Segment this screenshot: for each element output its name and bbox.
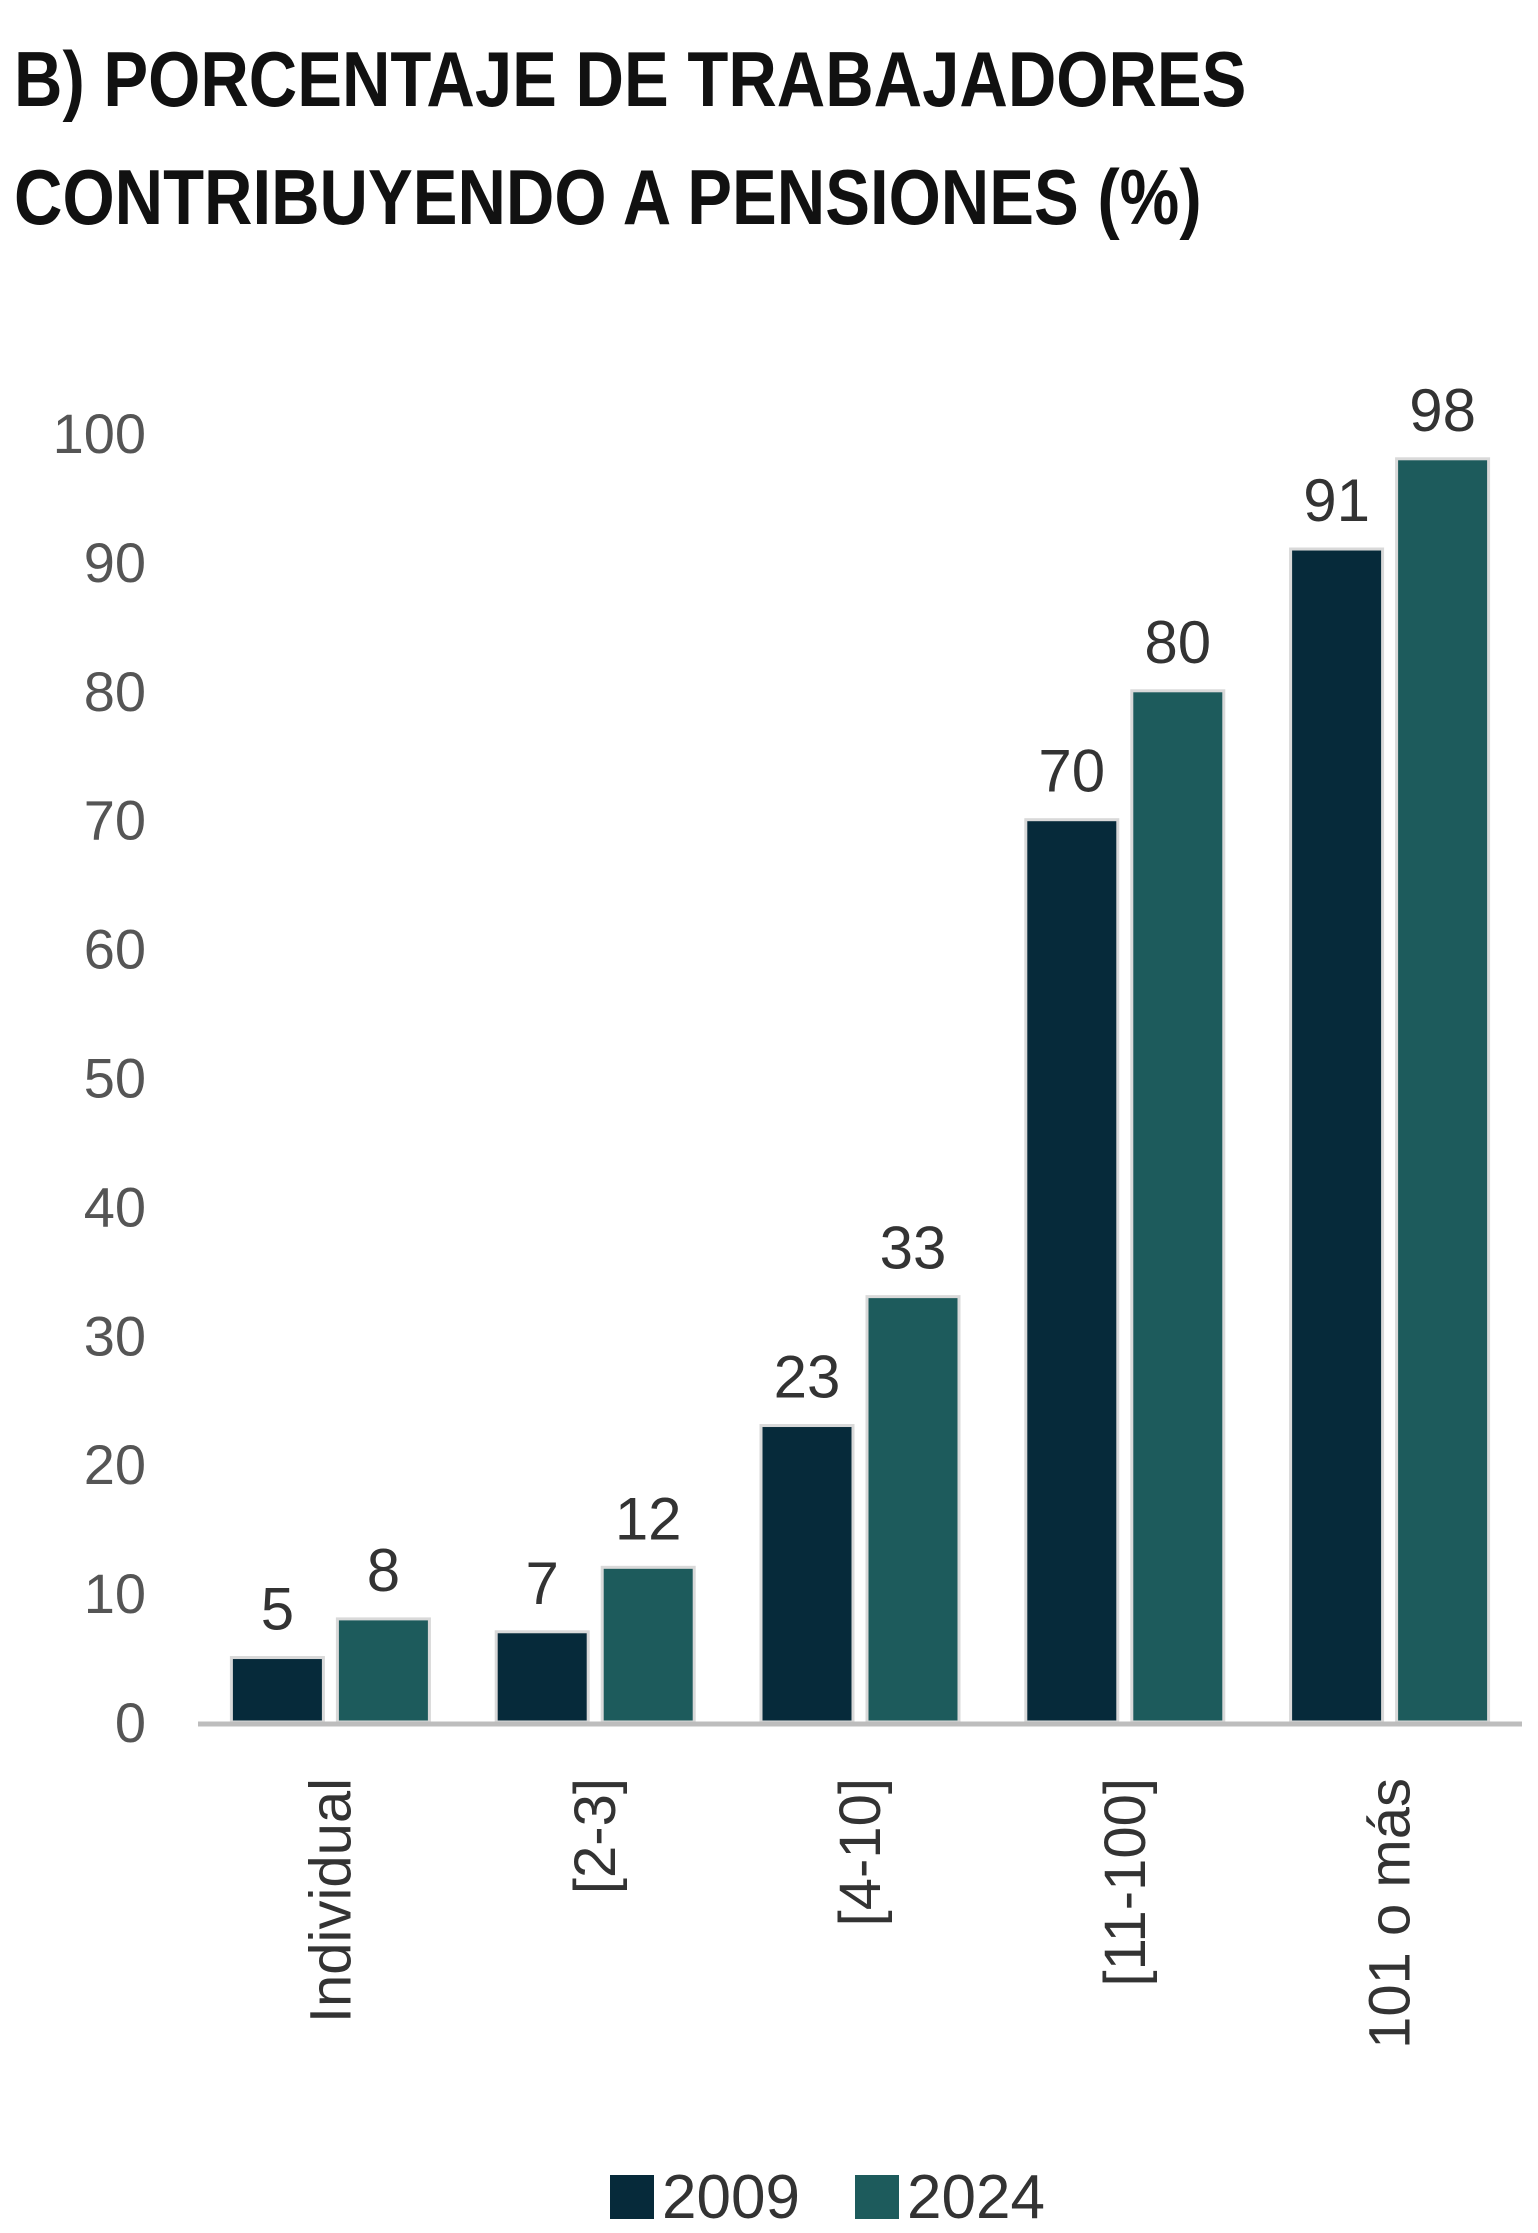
y-tick-label-0: 0 [115, 1691, 146, 1754]
category-label-3: [11-100] [1093, 1778, 1158, 1987]
data-label-2024-0: 8 [367, 1537, 400, 1604]
chart-title-line-2: CONTRIBUYENDO A PENSIONES (%) [14, 153, 1202, 241]
y-tick-label-80: 80 [84, 660, 146, 723]
y-tick-label-40: 40 [84, 1175, 146, 1238]
data-label-2024-1: 12 [615, 1485, 682, 1552]
bar-2009-1 [494, 1630, 590, 1724]
y-tick-label-60: 60 [84, 918, 146, 981]
bar-2009-0 [229, 1656, 325, 1724]
chart-title: B) PORCENTAJE DE TRABAJADORES CONTRIBUYE… [14, 20, 1304, 256]
legend-swatch-2024 [855, 2175, 899, 2219]
data-label-2024-3: 80 [1144, 609, 1211, 676]
chart-title-line-1: B) PORCENTAJE DE TRABAJADORES [14, 35, 1247, 123]
y-tick-label-30: 30 [84, 1304, 146, 1367]
bar-2024-1 [600, 1565, 696, 1724]
category-label-4: 101 o más [1358, 1778, 1423, 2049]
data-label-2009-1: 7 [526, 1550, 559, 1617]
bar-2024-2 [865, 1295, 961, 1724]
bar-2024-4 [1395, 457, 1491, 1724]
bar-2009-4 [1289, 547, 1385, 1724]
data-label-2009-0: 5 [261, 1576, 294, 1643]
y-tick-label-100: 100 [53, 402, 146, 465]
data-label-2009-3: 70 [1038, 738, 1105, 805]
data-label-2024-4: 98 [1409, 377, 1476, 444]
legend: 2009 2024 [610, 2163, 1045, 2232]
legend-label-2009: 2009 [662, 2163, 800, 2232]
category-labels: Individual [2-3] [4-10] [11-100] 101 o más [298, 1778, 1422, 2049]
y-tick-label-50: 50 [84, 1047, 146, 1110]
legend-label-2024: 2024 [907, 2163, 1045, 2232]
y-tick-label-90: 90 [84, 531, 146, 594]
y-tick-label-10: 10 [84, 1562, 146, 1625]
data-label-2024-2: 33 [880, 1215, 947, 1282]
data-labels: 5 8 7 12 23 33 70 80 91 98 [261, 377, 1476, 1643]
bar-2024-3 [1130, 689, 1226, 1724]
bar-2009-3 [1024, 818, 1120, 1724]
data-label-2009-4: 91 [1303, 467, 1370, 534]
category-label-0: Individual [298, 1778, 363, 2023]
legend-swatch-2009 [610, 2175, 654, 2219]
data-label-2009-2: 23 [774, 1344, 841, 1411]
category-label-1: [2-3] [563, 1778, 628, 1894]
y-tick-label-70: 70 [84, 789, 146, 852]
bar-2009-2 [759, 1424, 855, 1724]
bars [229, 457, 1491, 1724]
bar-2024-0 [335, 1617, 431, 1724]
y-axis-ticks: 0 10 20 30 40 50 60 70 80 90 100 [53, 402, 146, 1754]
y-tick-label-20: 20 [84, 1433, 146, 1496]
category-label-2: [4-10] [828, 1778, 893, 1926]
